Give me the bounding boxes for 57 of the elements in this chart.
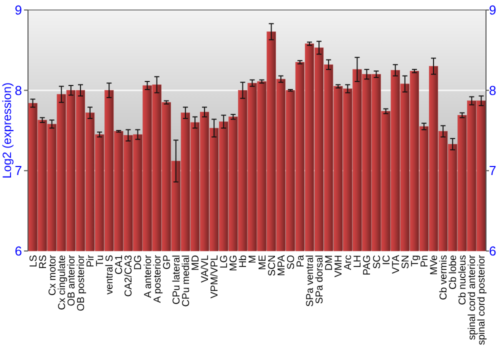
y2-tick-label: 8 <box>489 82 496 98</box>
x-tick-label: SC <box>372 255 383 269</box>
x-tick-label: PAG <box>362 254 374 276</box>
x-tick-label: MPA <box>276 254 288 276</box>
x-tick-label: RS <box>38 254 49 269</box>
x-tick-label: Cx motor <box>47 254 58 296</box>
x-tick-label: Pir <box>86 254 97 268</box>
x-tick-label: DM <box>324 255 336 271</box>
x-tick-label: spinal cord posterior <box>476 254 488 346</box>
x-tick-label: CPu medial <box>180 255 192 307</box>
x-tick-label: ME <box>257 254 268 270</box>
x-tick-label: Pn <box>419 255 430 268</box>
x-tick-label: CPu lateral <box>171 255 182 304</box>
y2-tick-label: 9 <box>489 2 496 18</box>
x-tick-label: VA/VL <box>200 254 212 283</box>
x-tick-label: MVe <box>429 254 440 276</box>
x-tick-label: SCN <box>266 255 278 276</box>
x-tick-label: CA1 <box>114 254 126 274</box>
x-tick-label: IC <box>381 255 392 265</box>
x-tick-label: SPa ventral <box>304 255 316 307</box>
y2-tick-label: 7 <box>489 163 496 178</box>
x-tick-label: Cx cingulate <box>56 254 68 310</box>
x-tick-label: Pa <box>295 254 306 268</box>
x-tick-label: OB posterior <box>76 254 87 312</box>
x-tick-label: DG <box>133 254 144 270</box>
x-tick-label: Tg <box>410 255 421 267</box>
x-tick-label: Hb <box>238 254 250 268</box>
x-tick-label: A anterior <box>142 254 154 298</box>
x-tick-label: GP <box>162 254 173 270</box>
x-tick-label: spinal cord anterior <box>467 254 478 340</box>
y-tick-label: 7 <box>14 163 22 178</box>
x-tick-label: VTA <box>390 254 402 274</box>
x-tick-label: Cb lobe <box>448 254 460 290</box>
x-tick-label: CA2/CA3 <box>124 254 135 297</box>
x-tick-label: Cb vermis <box>438 255 450 300</box>
x-tick-label: LS <box>28 254 40 268</box>
y-tick-label: 8 <box>14 82 22 98</box>
x-tick-label: Arc <box>343 255 354 270</box>
x-tick-label: MG <box>228 254 240 272</box>
y2-tick-label: 6 <box>489 244 496 259</box>
x-tick-label: LG <box>219 254 230 268</box>
x-tick-label: SPa dorsal <box>314 255 326 304</box>
x-tick-label: Cb nucleus <box>458 255 469 306</box>
x-tick-label: SO <box>286 254 297 270</box>
x-tick-label: ventral S <box>104 254 116 294</box>
y-tick-label: 6 <box>14 244 22 259</box>
x-tick-label: A posterior <box>152 254 164 303</box>
x-tick-label: VMH <box>334 255 345 278</box>
x-tick-label: OB anterior <box>66 254 78 306</box>
y-tick-label: 9 <box>14 2 22 18</box>
x-tick-label: MD <box>190 255 202 271</box>
x-tick-label: Tu <box>95 255 106 266</box>
x-tick-label: M <box>248 255 259 264</box>
y-axis-title: Log2 (expression) <box>0 82 14 179</box>
x-tick-label: LH <box>352 255 364 268</box>
x-tick-label: VPM/VPL <box>210 254 221 298</box>
x-tick-label: SN <box>400 255 412 269</box>
